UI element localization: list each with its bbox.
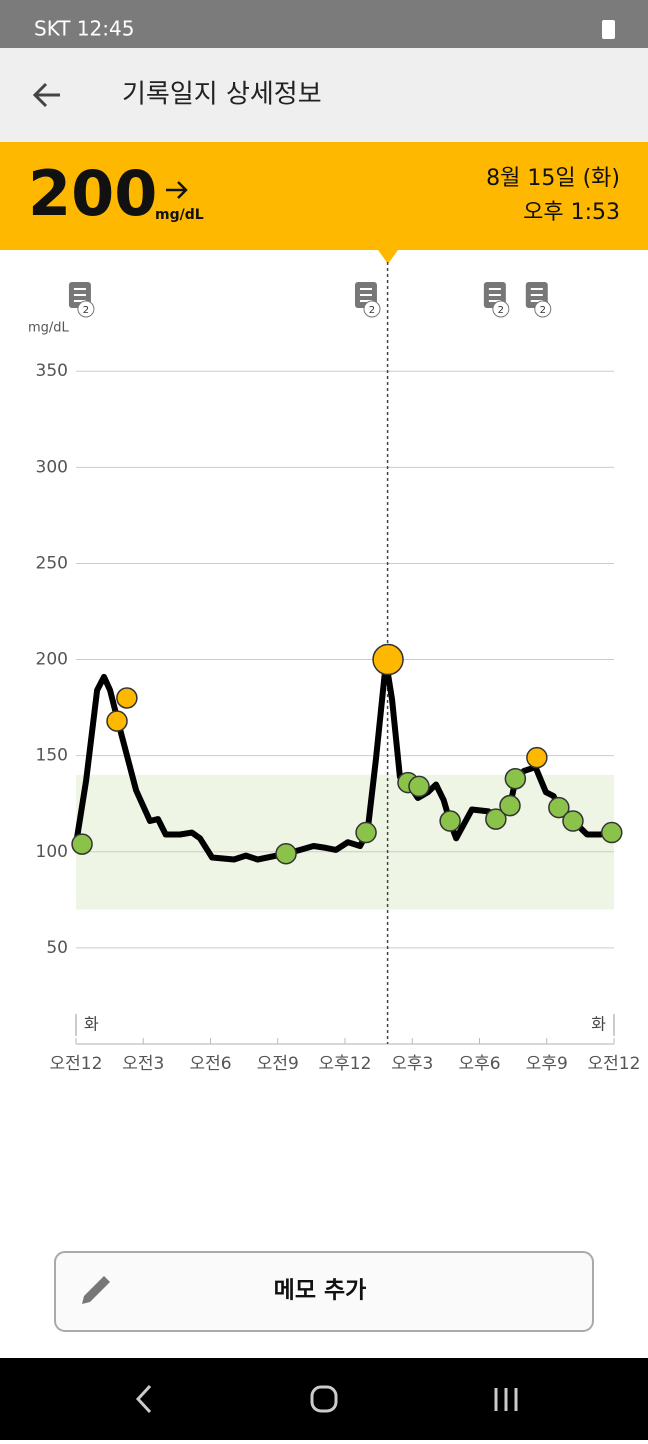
- y-tick-label: 250: [36, 553, 68, 573]
- reading-point: [485, 808, 507, 830]
- reading-point: [106, 710, 128, 732]
- x-tick-label: 오전12: [50, 1054, 103, 1074]
- memo-badge: [77, 300, 95, 318]
- memo-icon[interactable]: 2: [68, 282, 95, 318]
- chart: mg/dL 50 100 150 200 250 300 350 오전12 오전3 오전6 오전9 오후…: [28, 262, 640, 1074]
- reading-point: [408, 775, 430, 798]
- reading-point: [548, 796, 570, 819]
- memo-count: 2: [369, 305, 375, 316]
- nav-back[interactable]: [135, 1384, 152, 1414]
- day-label: 화: [84, 1015, 99, 1034]
- x-tick-label: 오전6: [189, 1054, 231, 1074]
- memo-badge: [492, 300, 510, 318]
- reading-point: [372, 643, 404, 676]
- x-tick-label: 오후12: [319, 1054, 372, 1074]
- memo-count: 2: [498, 305, 504, 316]
- pencil-icon: [82, 1276, 110, 1304]
- reading-point: [499, 794, 521, 817]
- y-axis-label: mg/dL: [28, 321, 70, 336]
- x-tick-label: 오전9: [257, 1054, 299, 1074]
- banner-time: 오후 1:53: [523, 200, 620, 225]
- button-box[interactable]: [54, 1251, 594, 1332]
- y-tick-label: 100: [36, 842, 68, 862]
- nav-recent[interactable]: [494, 1388, 518, 1411]
- x-tick-label: 오전3: [122, 1054, 164, 1074]
- day-label: 화: [591, 1015, 606, 1034]
- reading-point: [504, 767, 527, 790]
- reading-point: [275, 842, 297, 865]
- trend-arrow: [166, 181, 188, 199]
- memo-icon[interactable]: 2: [483, 282, 510, 318]
- banner-date: 8월 15일 (화): [486, 166, 620, 191]
- banner: [0, 142, 648, 250]
- memo-count: 2: [540, 305, 546, 316]
- y-tick-label: 200: [36, 650, 68, 670]
- x-tick-label: 오후3: [391, 1054, 433, 1074]
- header-title: 기록일지 상세정보: [122, 80, 322, 110]
- banner-pointer: [378, 250, 398, 264]
- nav-home[interactable]: [310, 1385, 338, 1413]
- x-tick-label: 오후9: [526, 1054, 568, 1074]
- memo-icon[interactable]: 2: [354, 282, 381, 318]
- reading-point: [71, 833, 93, 855]
- reading-point: [562, 810, 584, 832]
- nav-bar: [0, 1358, 648, 1440]
- banner-reading: 200: [28, 157, 157, 230]
- y-tick-label: 350: [36, 361, 68, 381]
- battery-icon: [602, 20, 615, 39]
- header: [0, 48, 648, 142]
- memo-icon[interactable]: 2: [525, 282, 552, 318]
- back-button[interactable]: [32, 82, 60, 108]
- status-bar: [0, 0, 648, 48]
- status-text: SKT 12:45: [34, 17, 134, 41]
- banner-unit: mg/dL: [155, 207, 204, 223]
- memo-badge: [363, 300, 381, 318]
- memo-badge: [534, 300, 552, 318]
- y-tick-label: 300: [36, 457, 68, 477]
- reading-point: [526, 746, 548, 769]
- y-tick-label: 50: [46, 938, 68, 958]
- y-tick-label: 150: [36, 746, 68, 766]
- x-tick-label: 오전12: [588, 1054, 641, 1074]
- reading-point: [601, 821, 623, 844]
- x-tick-label: 오후6: [458, 1054, 500, 1074]
- memo-button[interactable]: 메모 추가: [54, 1251, 594, 1332]
- reading-point: [355, 821, 377, 844]
- reading-point: [439, 810, 461, 832]
- button-label[interactable]: 메모 추가: [274, 1278, 367, 1304]
- reading-point: [116, 687, 138, 709]
- memo-count: 2: [83, 305, 89, 316]
